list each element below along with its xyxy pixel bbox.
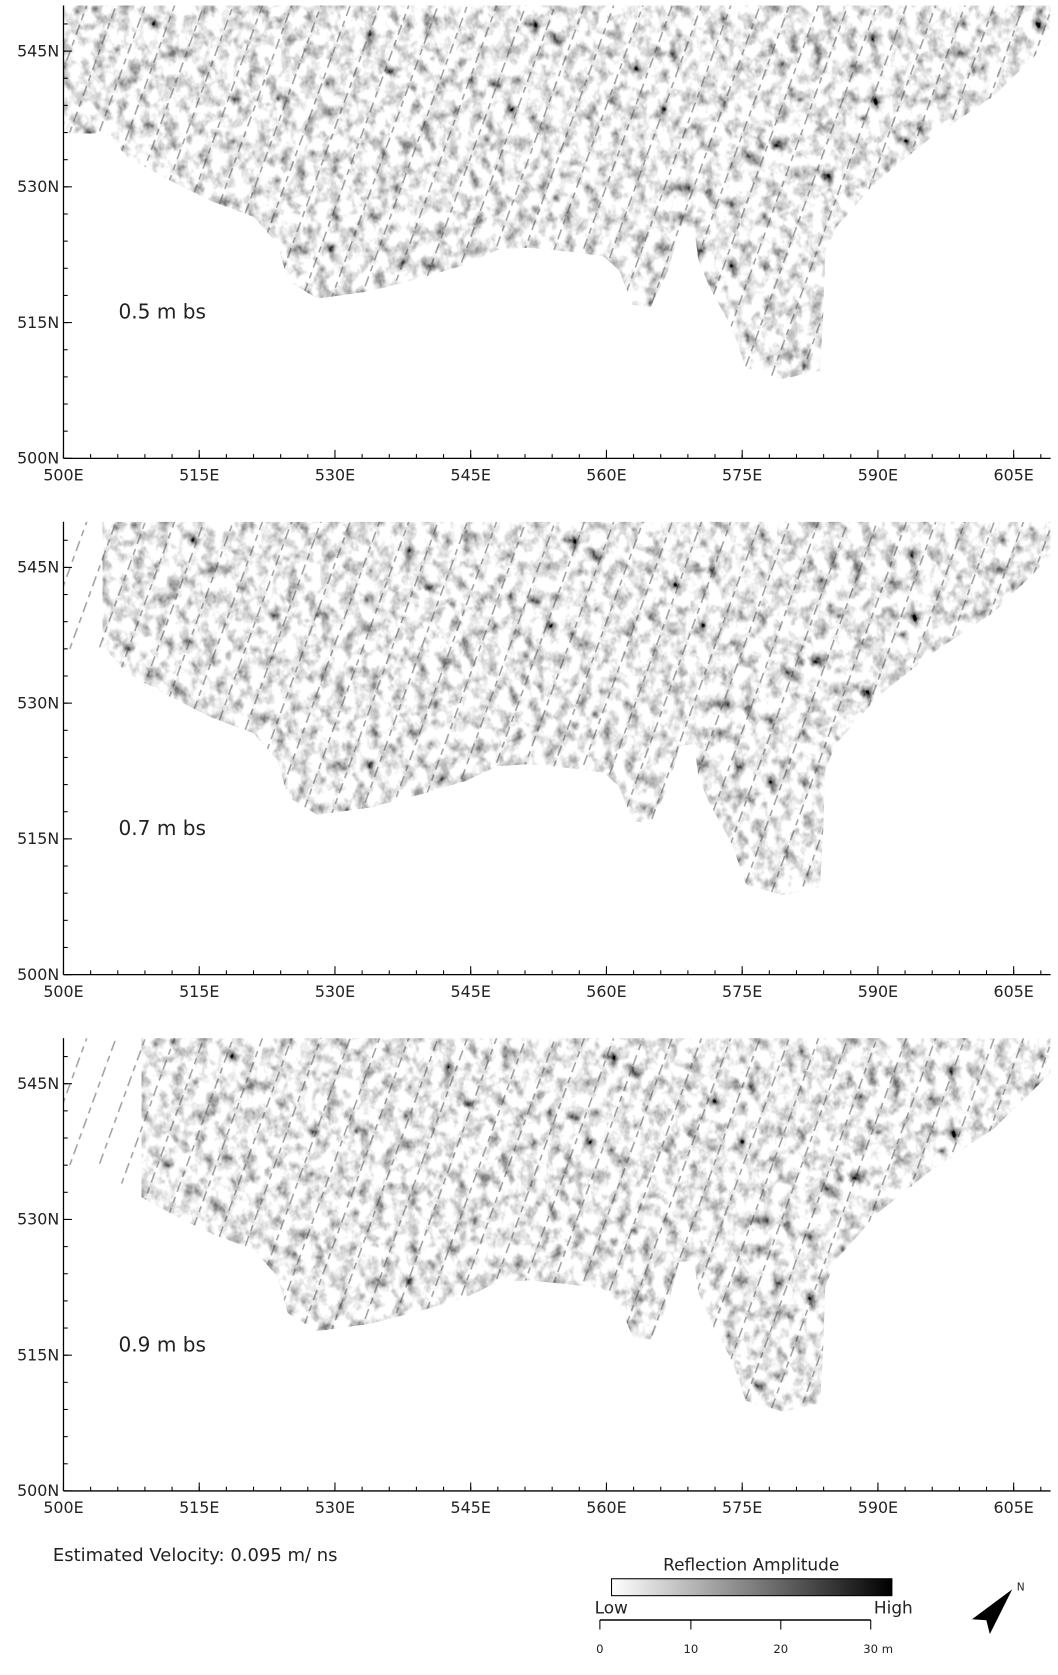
x-tick-label: 590E xyxy=(858,1498,898,1517)
scale-label: 0 xyxy=(596,1642,603,1656)
y-tick-label: 545N xyxy=(17,1074,59,1093)
scale-label: 10 xyxy=(683,1642,698,1656)
x-tick-label: 575E xyxy=(722,982,762,1001)
gpr-panel: 500E 515E 530E 545E 560E 575E 590E 605E 500N 515N… xyxy=(17,1038,1058,1517)
scale-label: 20 xyxy=(773,1642,788,1656)
legend-low: Low xyxy=(595,1598,628,1618)
scale-bar: 0 10 20 30 m xyxy=(596,1620,893,1656)
x-tick-label: 545E xyxy=(451,982,491,1001)
y-tick-label: 545N xyxy=(17,558,59,577)
y-tick-label: 545N xyxy=(17,41,59,60)
x-tick-label: 575E xyxy=(722,1498,762,1517)
y-tick-label: 515N xyxy=(17,1345,59,1364)
x-tick-label: 575E xyxy=(722,466,762,485)
depth-label: 0.5 m bs xyxy=(118,300,206,324)
y-tick-label: 515N xyxy=(17,313,59,332)
radar-slice xyxy=(63,1038,1058,1491)
page: {"panels": [{"depth": "0.5 m bs"}, {"dep… xyxy=(0,0,1058,1671)
north-glyph: N xyxy=(1017,1582,1025,1594)
y-tick-label: 530N xyxy=(17,693,59,712)
y-tick-label: 500N xyxy=(17,965,59,984)
y-tick-label: 530N xyxy=(17,1210,59,1229)
legend-title: Reflection Amplitude xyxy=(663,1554,839,1574)
x-tick-label: 500E xyxy=(43,982,83,1001)
x-tick-label: 515E xyxy=(179,1498,219,1517)
map-figure: Estimated Velocity: 0.095 m/ ns Reflecti… xyxy=(0,0,1058,1671)
scale-label: 30 m xyxy=(863,1642,893,1656)
gpr-panel: 500E 515E 530E 545E 560E 575E 590E 605E 500N 515N… xyxy=(17,522,1058,1001)
x-tick-label: 560E xyxy=(586,1498,626,1517)
depth-label: 0.7 m bs xyxy=(118,816,206,840)
gpr-panel: 500E 515E 530E 545E 560E 575E 590E 605E 500N 515N… xyxy=(17,5,1050,484)
depth-label: 0.9 m bs xyxy=(118,1332,206,1356)
x-tick-label: 605E xyxy=(994,982,1034,1001)
x-tick-label: 530E xyxy=(315,982,355,1001)
furrow-texture xyxy=(63,522,1050,975)
north-arrow: N xyxy=(972,1571,1031,1634)
x-tick-label: 530E xyxy=(315,466,355,485)
radar-slice xyxy=(63,522,1058,975)
x-tick-label: 605E xyxy=(994,1498,1034,1517)
x-tick-label: 515E xyxy=(179,982,219,1001)
furrow-texture xyxy=(63,5,1050,458)
x-tick-label: 560E xyxy=(586,466,626,485)
y-tick-label: 530N xyxy=(17,177,59,196)
radar-slice xyxy=(63,5,1050,458)
x-tick-label: 515E xyxy=(179,466,219,485)
x-tick-label: 500E xyxy=(43,466,83,485)
y-tick-label: 500N xyxy=(17,1481,59,1500)
x-tick-label: 500E xyxy=(43,1498,83,1517)
x-tick-label: 545E xyxy=(451,1498,491,1517)
x-tick-label: 590E xyxy=(858,982,898,1001)
velocity-note: Estimated Velocity: 0.095 m/ ns xyxy=(53,1545,338,1566)
x-tick-label: 590E xyxy=(858,466,898,485)
y-tick-label: 515N xyxy=(17,829,59,848)
legend-high: High xyxy=(874,1598,913,1618)
x-tick-label: 560E xyxy=(586,982,626,1001)
legend-gradient xyxy=(612,1579,892,1596)
x-tick-label: 545E xyxy=(451,466,491,485)
y-tick-label: 500N xyxy=(17,449,59,468)
arrow-shape xyxy=(972,1582,1021,1634)
x-tick-label: 605E xyxy=(994,466,1034,485)
furrow-texture xyxy=(63,1038,1050,1491)
x-tick-label: 530E xyxy=(315,1498,355,1517)
